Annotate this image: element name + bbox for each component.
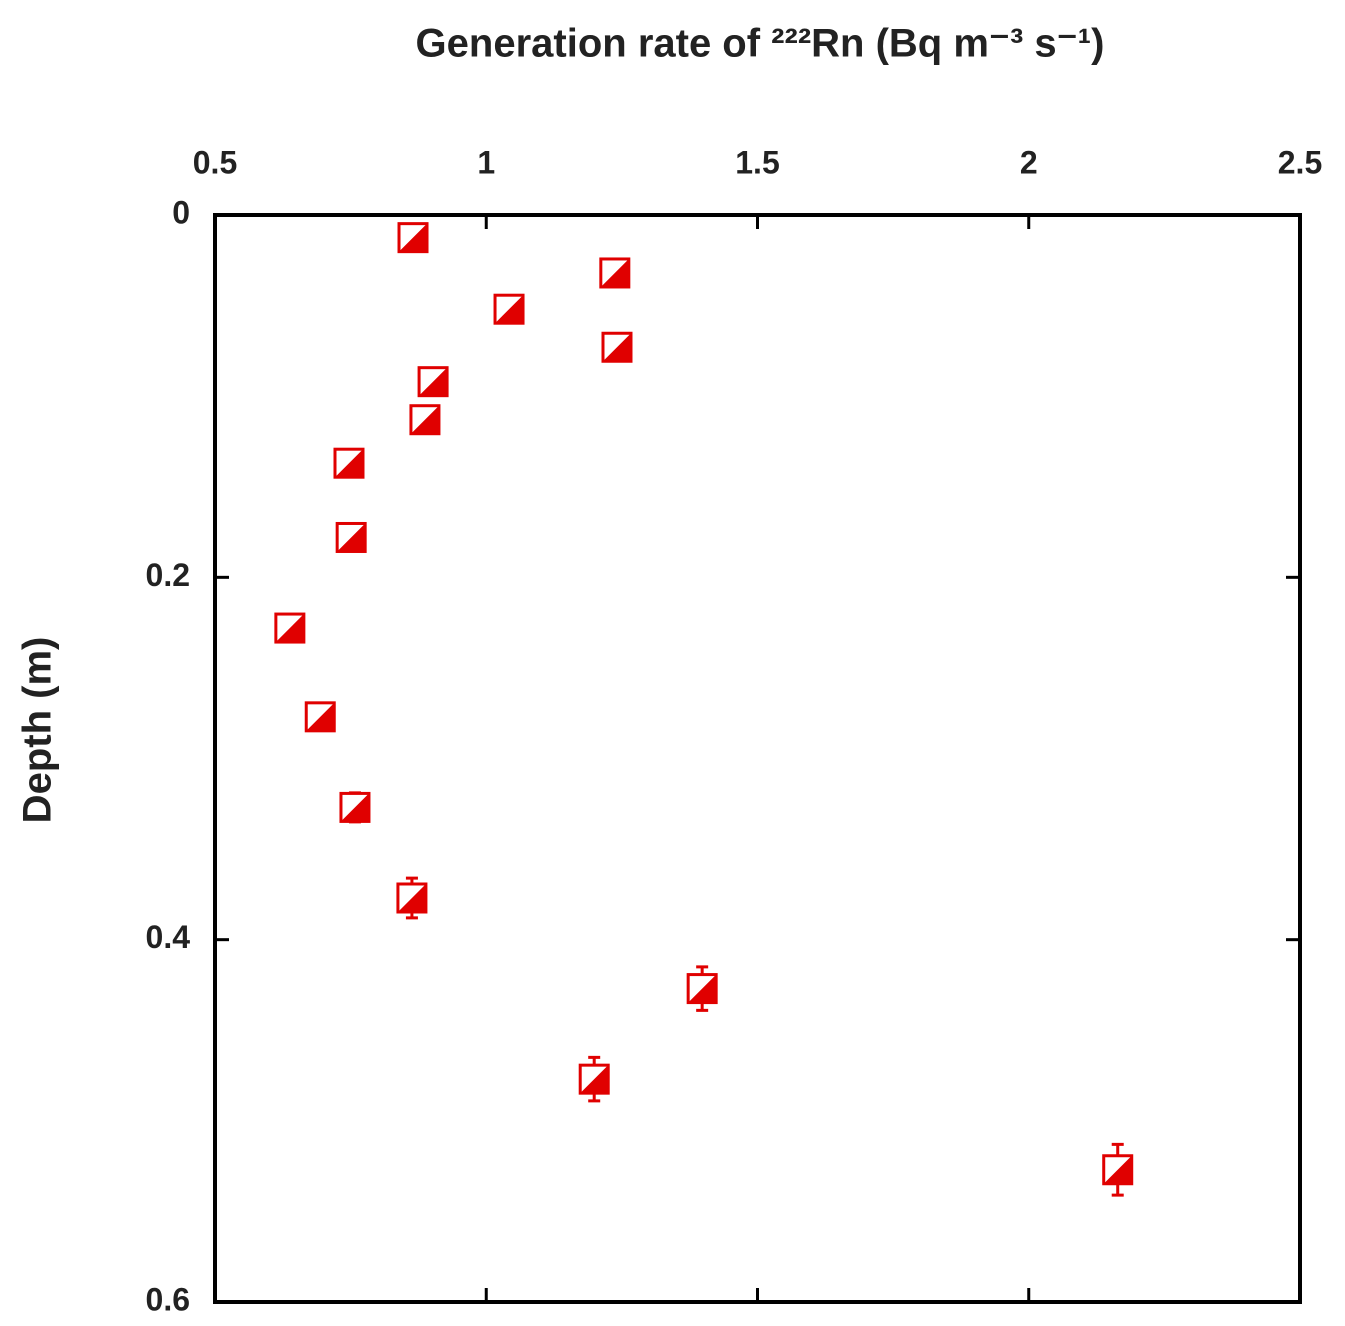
marker-part	[304, 701, 336, 733]
marker	[1102, 1154, 1134, 1186]
marker	[304, 701, 336, 733]
marker	[333, 447, 365, 479]
marker	[417, 366, 449, 398]
marker-part	[1102, 1154, 1134, 1186]
marker-part	[688, 974, 717, 1003]
marker-part	[578, 1063, 610, 1095]
y-axis-label: Depth (m)	[16, 637, 60, 824]
marker	[599, 257, 631, 289]
marker-part	[399, 223, 428, 252]
plot-frame	[213, 213, 1302, 1304]
marker	[601, 331, 633, 363]
marker	[339, 791, 371, 823]
marker-part	[334, 449, 363, 478]
x-tick-label: 2	[1020, 144, 1038, 180]
marker-part	[337, 523, 366, 552]
y-tick-label: 0	[172, 194, 190, 230]
marker-part	[417, 366, 449, 398]
marker	[493, 293, 525, 325]
x-tick-label: 1.5	[735, 144, 779, 180]
marker	[335, 521, 367, 553]
marker-part	[1103, 1155, 1132, 1184]
marker-part	[601, 331, 633, 363]
y-tick-label: 0.4	[146, 919, 191, 955]
marker	[578, 1063, 610, 1095]
x-tick-label: 2.5	[1278, 144, 1322, 180]
marker-part	[397, 883, 426, 912]
marker-part	[335, 521, 367, 553]
marker-part	[599, 257, 631, 289]
marker-part	[495, 295, 524, 324]
marker-part	[580, 1065, 609, 1094]
marker-part	[410, 405, 439, 434]
chart-title: Generation rate of ²²²Rn (Bq m⁻³ s⁻¹)	[416, 22, 1105, 66]
marker-part	[340, 793, 369, 822]
marker-part	[274, 612, 306, 644]
marker-part	[409, 404, 441, 436]
marker-part	[333, 447, 365, 479]
marker	[274, 612, 306, 644]
marker-part	[275, 614, 304, 643]
y-tick-label: 0.6	[146, 1281, 190, 1317]
x-tick-label: 1	[477, 144, 495, 180]
y-tick-label: 0.2	[146, 557, 190, 593]
marker-part	[397, 222, 429, 254]
marker	[686, 973, 718, 1005]
marker-part	[686, 973, 718, 1005]
marker-part	[396, 882, 428, 914]
marker	[409, 404, 441, 436]
marker-part	[600, 258, 629, 287]
marker-part	[339, 791, 371, 823]
marker-part	[419, 367, 448, 396]
marker	[397, 222, 429, 254]
marker-part	[306, 702, 335, 731]
marker-part	[602, 333, 631, 362]
marker	[396, 882, 428, 914]
marker-part	[493, 293, 525, 325]
x-tick-label: 0.5	[193, 144, 237, 180]
